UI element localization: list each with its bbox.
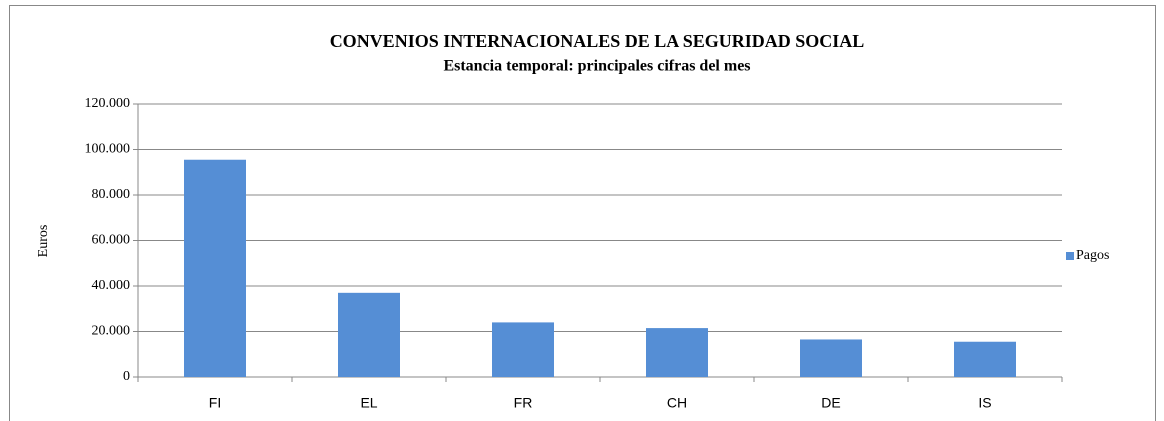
chart-title: CONVENIOS INTERNACIONALES DE LA SEGURIDA… — [330, 31, 865, 51]
x-tick-label: CH — [667, 395, 687, 411]
x-tick-label: EL — [360, 395, 377, 411]
y-tick-label: 120.000 — [85, 96, 131, 111]
y-tick-label: 40.000 — [92, 278, 131, 293]
bar — [492, 322, 554, 377]
y-tick-label: 100.000 — [85, 142, 131, 157]
chart-subtitle: Estancia temporal: principales cifras de… — [443, 58, 750, 75]
y-tick-label: 60.000 — [92, 233, 131, 248]
bar — [338, 292, 400, 377]
x-tick-label: DE — [821, 395, 840, 411]
legend-swatch — [1066, 252, 1074, 260]
y-tick-label: 80.000 — [92, 187, 131, 202]
y-tick-label: 20.000 — [92, 324, 131, 339]
bar — [184, 159, 246, 377]
x-tick-label: FR — [514, 395, 533, 411]
bar — [646, 328, 708, 377]
bar — [954, 341, 1016, 377]
x-tick-label: IS — [978, 395, 991, 411]
y-axis-label: Euros — [36, 225, 51, 258]
legend-label: Pagos — [1076, 248, 1109, 263]
bar — [800, 339, 862, 377]
y-tick-label: 0 — [123, 369, 130, 384]
x-tick-label: FI — [209, 395, 221, 411]
